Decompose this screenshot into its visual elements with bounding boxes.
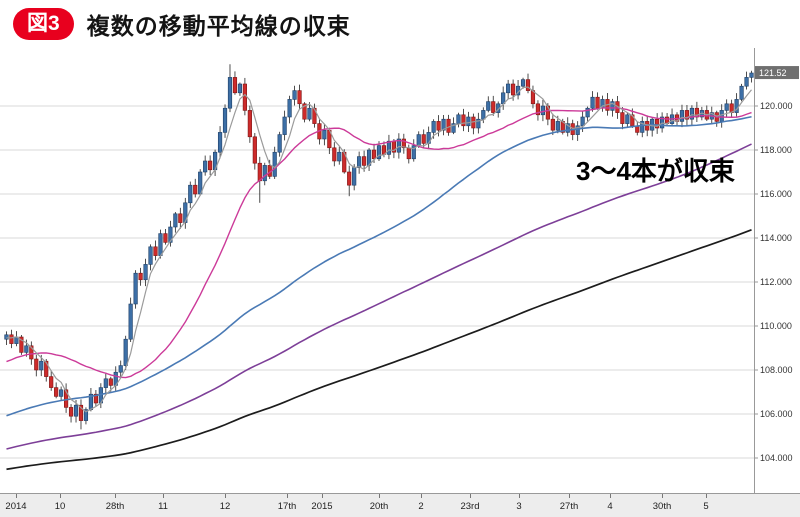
x-axis-label: 2015: [311, 501, 333, 512]
current-price-badge: 121.52: [755, 66, 799, 80]
x-axis-tick: [287, 494, 288, 498]
ma-line-25: [6, 107, 752, 379]
svg-text:114.000: 114.000: [760, 233, 792, 243]
x-axis-tick: [225, 494, 226, 498]
x-axis-tick: [379, 494, 380, 498]
moving-averages-group: [6, 86, 752, 471]
x-axis-label: 4: [607, 501, 613, 512]
x-axis-tick: [470, 494, 471, 498]
svg-text:104.000: 104.000: [760, 453, 793, 463]
ma-line-130: [6, 143, 752, 450]
ma-line-200: [6, 229, 752, 471]
x-axis-strip: 2014 10 28th 11 12 17th 2015 20th 2 23rd 3 27th 4 30t…: [0, 493, 800, 517]
x-axis-label: 30th: [652, 501, 672, 512]
x-axis-tick: [662, 494, 663, 498]
svg-text:121.52: 121.52: [759, 68, 787, 78]
svg-text:110.000: 110.000: [760, 321, 792, 331]
gridlines-group: [0, 105, 758, 459]
x-axis-label: 2: [418, 501, 424, 512]
x-axis-tick: [706, 494, 707, 498]
x-axis-label: 20th: [369, 501, 389, 512]
convergence-annotation: 3〜4本が収束: [576, 156, 735, 186]
candles-group: [4, 64, 754, 430]
candlestick-chart: 120.000 118.000 116.000 114.000 112.000 110.0…: [0, 48, 800, 493]
x-axis-label: 10: [54, 501, 66, 512]
x-axis-tick: [322, 494, 323, 498]
x-axis-label: 23rd: [460, 501, 480, 512]
x-axis-label: 28th: [105, 501, 125, 512]
chart-svg: 120.000 118.000 116.000 114.000 112.000 110.0…: [0, 48, 799, 493]
x-axis-tick: [16, 494, 17, 498]
x-axis-tick: [610, 494, 611, 498]
x-axis-label: 27th: [559, 501, 579, 512]
figure-number-badge: 図3: [13, 7, 74, 41]
x-axis-label: 2014: [5, 501, 27, 512]
x-axis-label: 12: [219, 501, 231, 512]
x-axis-tick: [519, 494, 520, 498]
svg-text:112.000: 112.000: [760, 277, 792, 287]
x-axis-label: 11: [158, 501, 168, 512]
x-axis-tick: [163, 494, 164, 498]
x-axis-tick: [60, 494, 61, 498]
figure-header: 図3 複数の移動平均線の収束: [13, 7, 351, 41]
x-axis-label: 3: [516, 501, 522, 512]
x-axis-tick: [421, 494, 422, 498]
x-axis-tick: [569, 494, 570, 498]
svg-text:108.000: 108.000: [760, 365, 793, 375]
x-axis-label: 5: [703, 501, 709, 512]
figure-title: 複数の移動平均線の収束: [86, 13, 351, 39]
x-axis-label: 17th: [277, 501, 297, 512]
svg-text:106.000: 106.000: [760, 409, 793, 419]
ma-line-75: [6, 115, 752, 417]
svg-text:118.000: 118.000: [760, 145, 792, 155]
svg-text:116.000: 116.000: [760, 189, 792, 199]
ma-line-5: [6, 86, 752, 413]
y-axis-labels-group: 120.000 118.000 116.000 114.000 112.000 110.0…: [760, 101, 793, 463]
x-axis-tick: [115, 494, 116, 498]
svg-text:120.000: 120.000: [760, 101, 793, 111]
